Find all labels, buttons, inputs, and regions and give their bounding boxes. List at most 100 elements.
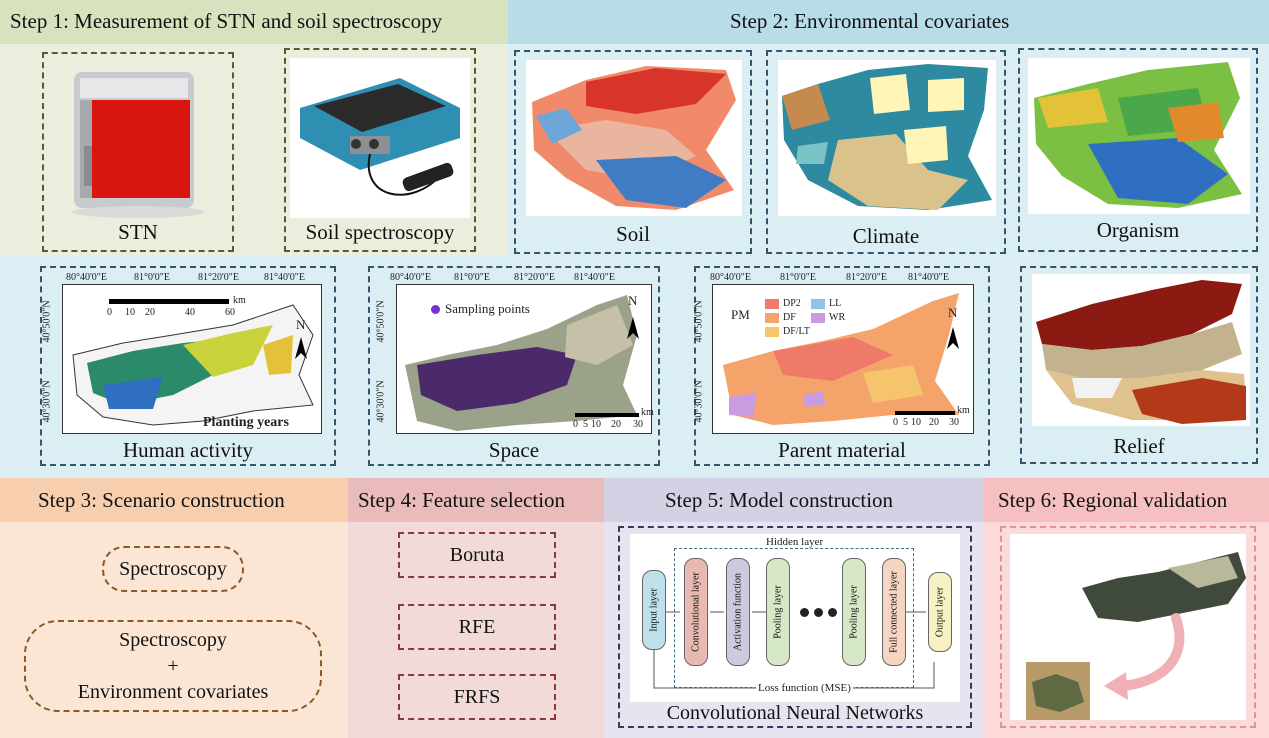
step5-title: Step 5: Model construction <box>665 488 894 512</box>
space-lon-1: 80°40'0"E <box>390 272 431 283</box>
step6-title: Step 6: Regional validation <box>998 488 1228 512</box>
space-lon-4: 81°40'0"E <box>574 272 615 283</box>
parent-scale-unit: km <box>957 405 970 416</box>
space-scale-10: 10 <box>591 419 601 430</box>
relief-label: Relief <box>1113 434 1165 458</box>
human-lon-2: 81°0'0"E <box>134 272 170 283</box>
human-lat-1: 40°50'0"N <box>41 300 53 343</box>
parent-material-map <box>723 293 959 425</box>
output-layer: Output layer <box>928 572 952 652</box>
input-layer: Input layer <box>642 570 666 650</box>
parent-north-label: N <box>948 305 958 320</box>
feature-frfs-label: FRFS <box>453 685 501 708</box>
space-scale-0: 0 <box>573 419 578 430</box>
north-arrow-icon <box>295 337 307 359</box>
feature-boruta: Boruta <box>398 532 556 578</box>
activation-function: Activation function <box>726 558 750 666</box>
space-legend: Sampling points <box>445 301 530 316</box>
human-lon-1: 80°40'0"E <box>66 272 107 283</box>
climate-box: Climate <box>766 50 1006 254</box>
regional-detail-image <box>1026 662 1090 720</box>
step3-title: Step 3: Scenario construction <box>38 488 285 512</box>
scenario-opt2-line2: Environment covariates <box>77 681 269 703</box>
output-layer-label: Output layer <box>934 586 946 638</box>
convolutional-layer-label: Convolutional layer <box>690 572 702 652</box>
loss-feedback-line <box>653 611 935 689</box>
human-activity-label: Human activity <box>122 438 254 462</box>
parent-scale-30: 30 <box>949 417 959 428</box>
convolutional-layer: Convolutional layer <box>684 558 708 666</box>
parent-material-label: Parent material <box>778 438 906 462</box>
human-scale-bar <box>109 299 229 304</box>
full-connected-layer: Full connected layer <box>882 558 906 666</box>
parent-lon-2: 81°0'0"E <box>780 272 816 283</box>
human-activity-box: 0 10 20 40 60 km N Planting years 80°40'… <box>40 266 336 466</box>
human-lon-3: 81°20'0"E <box>198 272 239 283</box>
spectrometer-image <box>290 58 470 218</box>
pm-swatch-ll <box>811 299 825 309</box>
space-scale-30: 30 <box>633 419 643 430</box>
parent-scale-10: 10 <box>911 417 921 428</box>
parent-material-map-frame: PM DP2 DF DF/LT LL WR N 0 5 10 20 30 km <box>712 284 974 434</box>
full-connected-layer-label: Full connected layer <box>888 571 900 653</box>
parent-lat-1: 40°50'0"N <box>693 300 705 343</box>
pm-swatch-wr <box>811 313 825 323</box>
pm-item-wr: WR <box>829 312 846 323</box>
pm-item-ll: LL <box>829 298 842 309</box>
spectroscopy-label: Soil spectroscopy <box>305 220 455 244</box>
space-scale-bar <box>575 413 639 417</box>
scenario-spectroscopy: Spectroscopy <box>102 546 244 592</box>
feature-rfe: RFE <box>398 604 556 650</box>
step1-header <box>0 0 508 44</box>
parent-material-box: PM DP2 DF DF/LT LL WR N 0 5 10 20 30 km … <box>694 266 990 466</box>
pooling-layer-2-label: Pooling layer <box>848 585 860 639</box>
human-scale-60: 60 <box>225 307 235 318</box>
cnn-caption: Convolutional Neural Networks <box>666 702 924 724</box>
step1-title: Step 1: Measurement of STN and soil spec… <box>10 9 443 33</box>
stn-box: STN <box>42 52 234 252</box>
cnn-box: Hidden layer Input layer Convolutional l… <box>618 526 972 728</box>
space-map <box>405 295 637 431</box>
relief-map <box>1032 274 1250 426</box>
step2-title: Step 2: Environmental covariates <box>730 9 1010 33</box>
relief-box: Relief <box>1020 266 1258 464</box>
human-scale-40: 40 <box>185 307 195 318</box>
feature-frfs: FRFS <box>398 674 556 720</box>
human-scale-10: 10 <box>125 307 135 318</box>
pm-swatch-dp2 <box>765 299 779 309</box>
step3-header <box>0 478 348 522</box>
soil-label: Soil <box>616 222 650 246</box>
ellipsis-dot-2 <box>814 608 823 617</box>
parent-scale-5: 5 <box>903 417 908 428</box>
organism-box: Organism <box>1018 48 1258 252</box>
regional-validation-box <box>1000 526 1256 728</box>
input-layer-label: Input layer <box>648 588 660 632</box>
spectroscopy-box: Soil spectroscopy <box>284 48 476 252</box>
space-label: Space <box>488 438 540 462</box>
space-lon-3: 81°20'0"E <box>514 272 555 283</box>
ellipsis-dot-1 <box>800 608 809 617</box>
pooling-layer-1: Pooling layer <box>766 558 790 666</box>
pm-item-dp2: DP2 <box>783 298 801 309</box>
stn-label: STN <box>118 220 158 244</box>
regional-map <box>1082 552 1246 622</box>
parent-lat-2: 40°30'0"N <box>693 380 705 423</box>
scenario-opt2-plus: + <box>167 655 179 677</box>
human-scale-unit: km <box>233 295 246 306</box>
human-lat-2: 40°30'0"N <box>41 380 53 423</box>
step6-header <box>984 478 1269 522</box>
space-box: Sampling points N 0 5 10 20 30 km 80°40'… <box>368 266 660 466</box>
pm-title: PM <box>731 307 750 322</box>
pm-item-dflt: DF/LT <box>783 326 810 337</box>
activation-function-label: Activation function <box>732 572 744 652</box>
human-scale-0: 0 <box>107 307 112 318</box>
feature-rfe-label: RFE <box>458 615 496 638</box>
parent-lon-1: 80°40'0"E <box>710 272 751 283</box>
space-north-label: N <box>628 293 638 308</box>
hidden-layer-label: Hidden layer <box>766 536 824 548</box>
parent-lon-3: 81°20'0"E <box>846 272 887 283</box>
soil-map <box>526 60 742 216</box>
pm-swatch-dflt <box>765 327 779 337</box>
human-scale-20: 20 <box>145 307 155 318</box>
space-scale-20: 20 <box>611 419 621 430</box>
